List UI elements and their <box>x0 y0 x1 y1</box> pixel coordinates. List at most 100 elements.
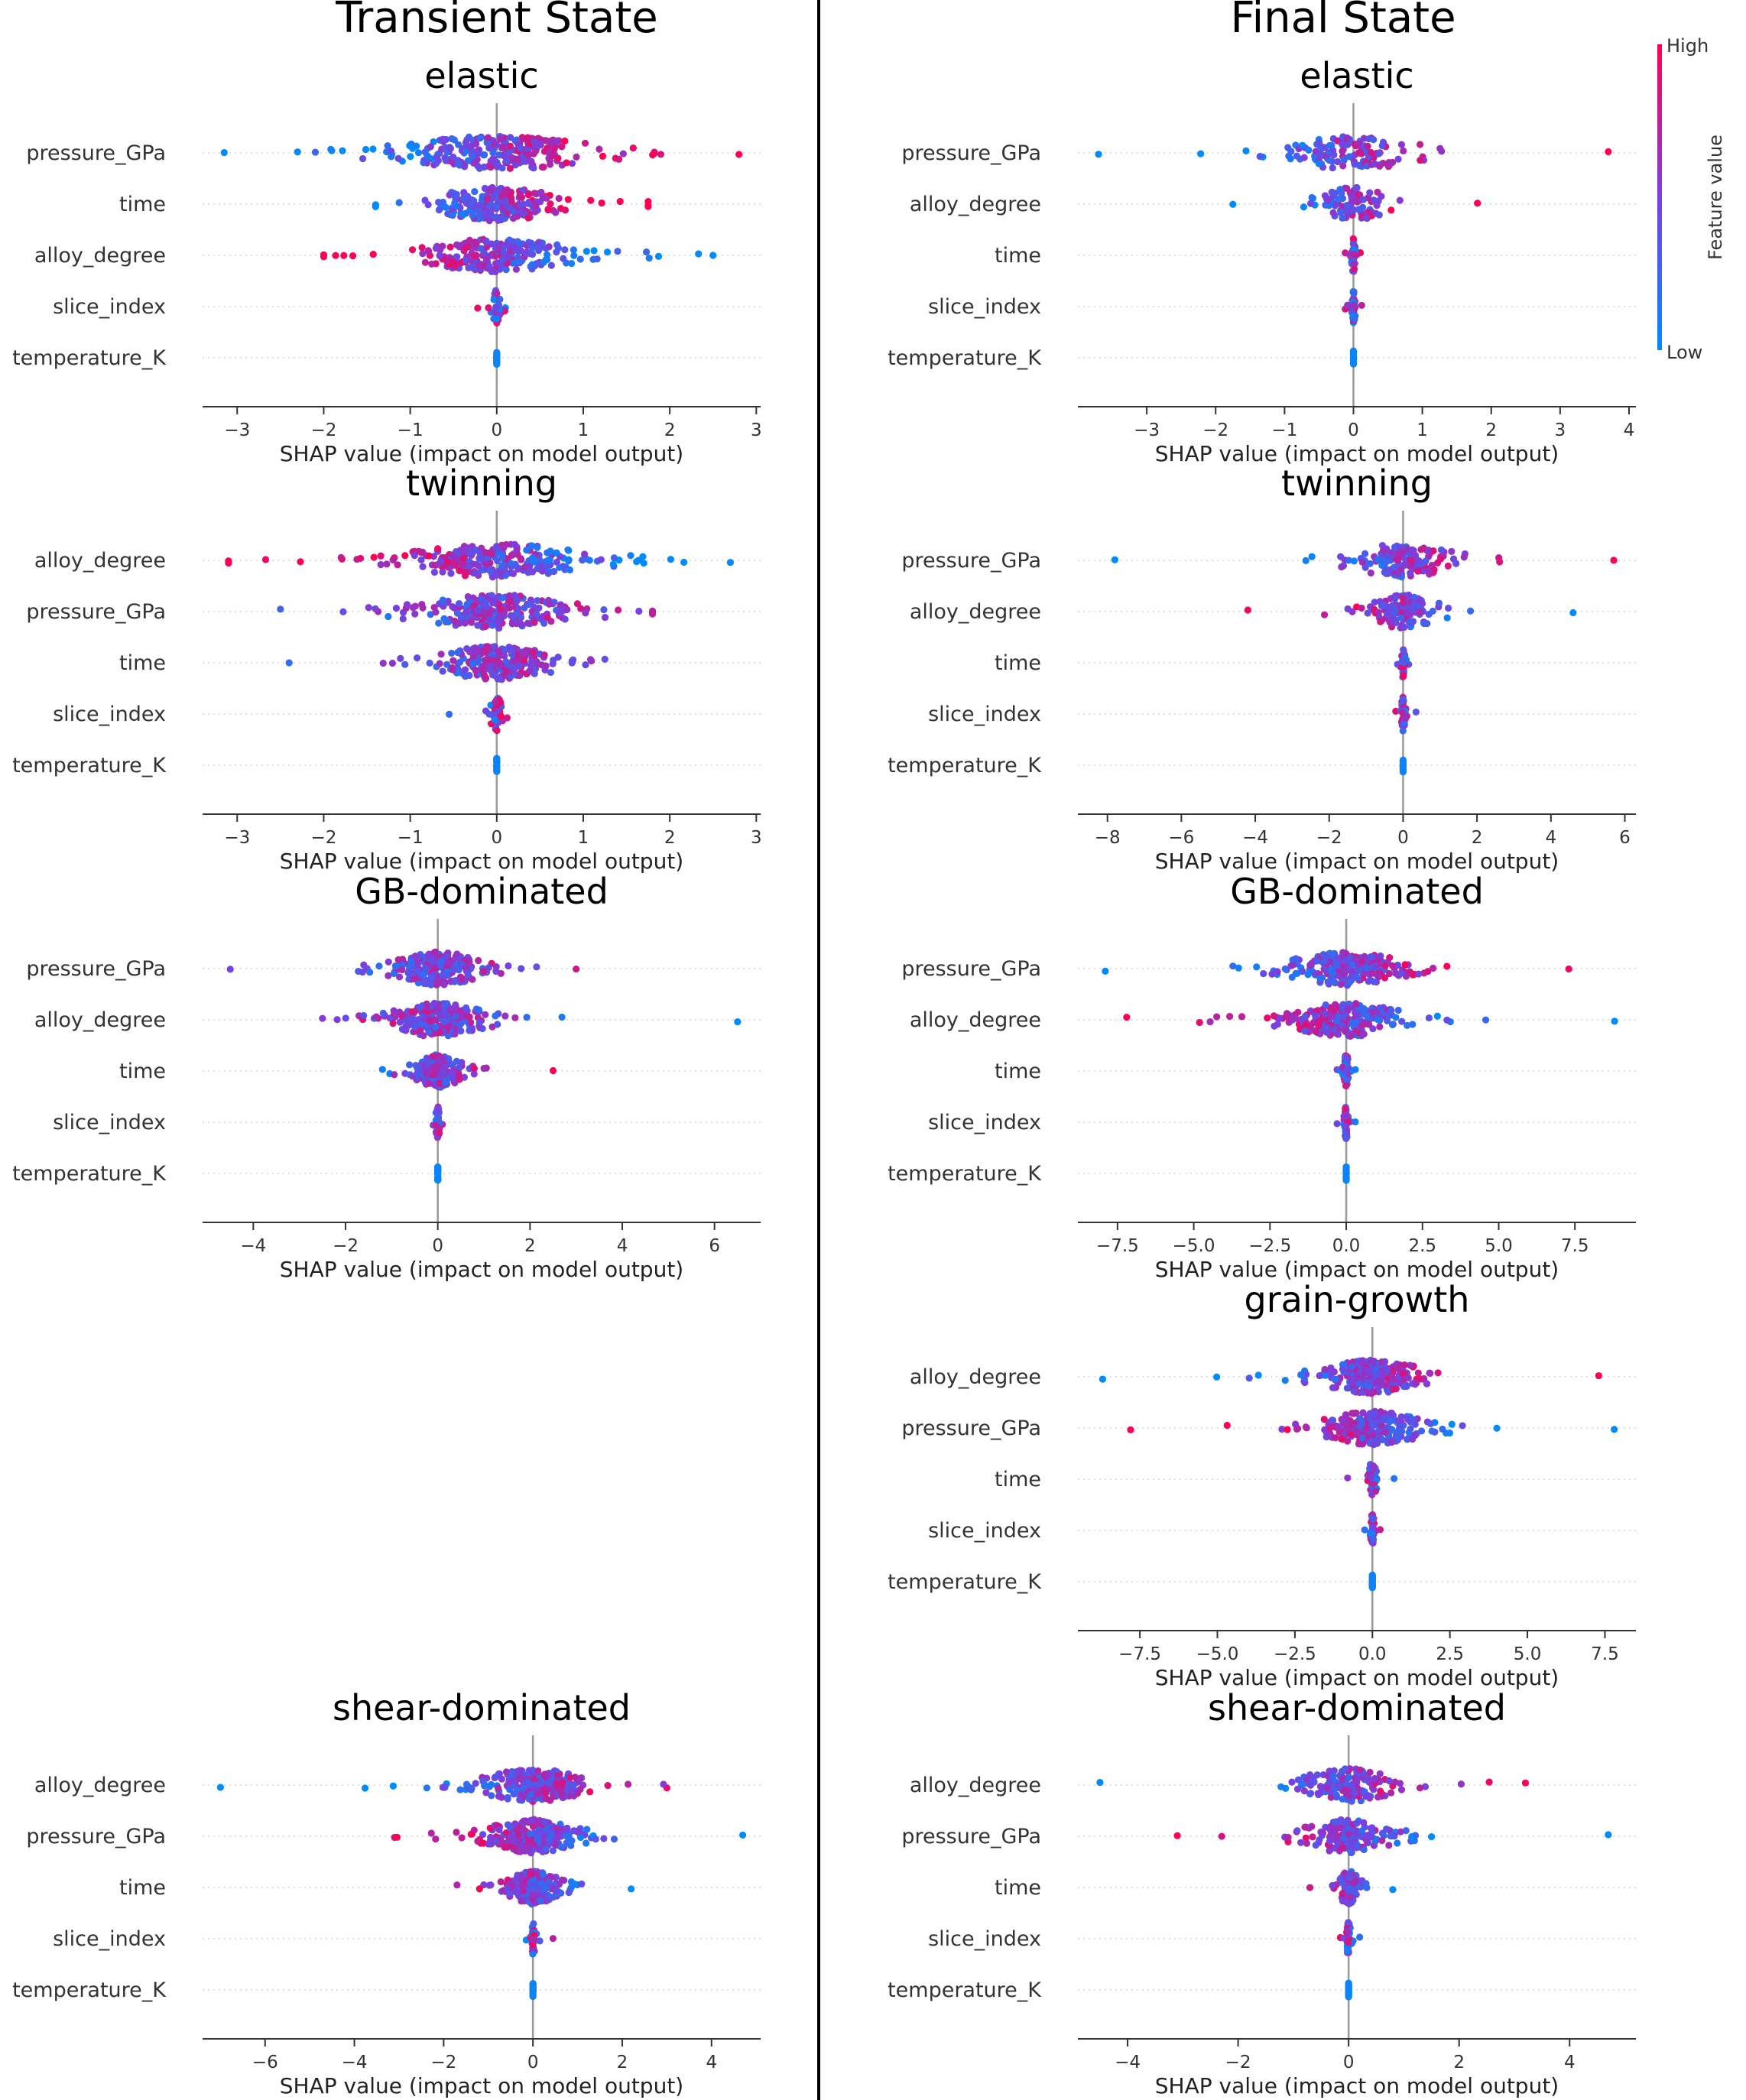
x-tick-label: −2.5 <box>1248 1236 1291 1256</box>
colorbar-high-label: High <box>1666 35 1709 57</box>
feature-label: alloy_degree <box>34 244 166 268</box>
shap-point <box>461 619 469 627</box>
shap-point <box>1351 265 1358 273</box>
feature-label: pressure_GPa <box>26 600 166 624</box>
shap-point <box>511 1838 518 1845</box>
shap-point <box>440 599 448 606</box>
shap-point <box>600 1835 608 1842</box>
shap-point <box>333 1016 341 1024</box>
shap-point <box>1396 196 1404 204</box>
shap-point <box>417 1027 424 1034</box>
shap-point <box>528 542 536 550</box>
shap-point <box>498 662 505 670</box>
shap-point <box>406 963 414 971</box>
shap-point <box>1302 557 1310 564</box>
shap-point <box>498 1775 506 1783</box>
feature-label: time <box>119 1060 166 1083</box>
shap-point <box>542 662 550 670</box>
shap-point <box>540 619 548 627</box>
shap-point <box>451 1012 459 1021</box>
shap-point <box>430 958 439 966</box>
shap-point <box>451 199 459 207</box>
shap-point <box>472 239 480 248</box>
shap-point <box>494 1784 502 1792</box>
shap-point <box>349 252 357 260</box>
shap-point <box>556 563 563 571</box>
shap-point <box>408 1017 416 1025</box>
shap-point <box>1345 557 1352 564</box>
shap-point <box>1610 557 1618 564</box>
shap-point <box>1410 593 1418 601</box>
shap-point <box>553 137 561 145</box>
shap-point <box>597 556 605 563</box>
shap-point <box>414 967 421 975</box>
shap-point <box>1292 1014 1300 1022</box>
shap-point <box>1342 1122 1349 1130</box>
shap-point <box>453 1829 460 1836</box>
shap-point <box>1283 966 1290 974</box>
shap-point <box>439 667 446 675</box>
shap-point <box>492 203 501 210</box>
shap-point <box>529 1822 537 1830</box>
shap-point <box>576 1833 585 1842</box>
shap-point <box>524 191 532 199</box>
shap-point <box>1339 162 1347 170</box>
shap-point <box>506 142 514 150</box>
shap-point <box>1378 141 1386 150</box>
shap-point <box>1229 962 1237 970</box>
shap-point <box>485 202 493 209</box>
shap-point <box>1355 161 1363 169</box>
shap-point <box>1359 1409 1367 1417</box>
x-axis-label: SHAP value (impact on model output) <box>280 1257 683 1282</box>
shap-point <box>1320 611 1329 618</box>
shap-point <box>1395 1378 1403 1386</box>
feature-label: slice_index <box>53 1927 166 1951</box>
shap-point <box>481 1781 489 1789</box>
shap-point <box>1274 1021 1281 1028</box>
shap-point <box>1407 1362 1414 1369</box>
feature-label: slice_index <box>53 295 166 319</box>
shap-point <box>1482 1016 1490 1024</box>
shap-point <box>464 971 472 979</box>
shap-point <box>449 153 457 161</box>
shap-point <box>1339 1365 1347 1373</box>
shap-point <box>1301 1012 1309 1021</box>
shap-point <box>1342 1174 1350 1182</box>
shap-point <box>495 647 502 654</box>
shap-point <box>453 609 462 617</box>
shap-point <box>359 969 366 976</box>
feature-label: pressure_GPa <box>26 141 166 165</box>
shap-point <box>413 1069 421 1078</box>
x-tick-label: 2 <box>1485 420 1497 440</box>
shap-point <box>1357 1358 1365 1367</box>
shap-point <box>481 609 488 617</box>
shap-point <box>473 569 481 577</box>
shap-point <box>624 1780 632 1788</box>
shap-point <box>660 1780 667 1788</box>
shap-point <box>1329 969 1337 977</box>
shap-point <box>583 248 590 255</box>
colorbar-gradient <box>1657 44 1662 350</box>
shap-point <box>1398 550 1406 557</box>
x-tick-label: 2 <box>664 828 676 848</box>
shap-point <box>563 1824 571 1832</box>
shap-point <box>475 1885 483 1893</box>
shap-point <box>549 1935 557 1943</box>
shap-point <box>1294 1008 1302 1016</box>
shap-point <box>518 1897 525 1905</box>
shap-point <box>487 606 495 614</box>
shap-point <box>1223 1421 1231 1430</box>
shap-point <box>523 1843 531 1851</box>
shap-point <box>220 148 228 157</box>
shap-point <box>339 608 347 615</box>
shap-point <box>277 605 284 613</box>
shap-point <box>567 1883 576 1891</box>
shap-point <box>458 975 466 983</box>
shap-point <box>531 618 538 626</box>
feature-label: temperature_K <box>12 1162 167 1186</box>
shap-point <box>1378 561 1386 570</box>
shap-point <box>544 1780 553 1787</box>
panel-final-grain-growth: grain-growthalloy_degreepressure_GPatime… <box>888 1279 1636 1690</box>
shap-point <box>423 1070 430 1078</box>
